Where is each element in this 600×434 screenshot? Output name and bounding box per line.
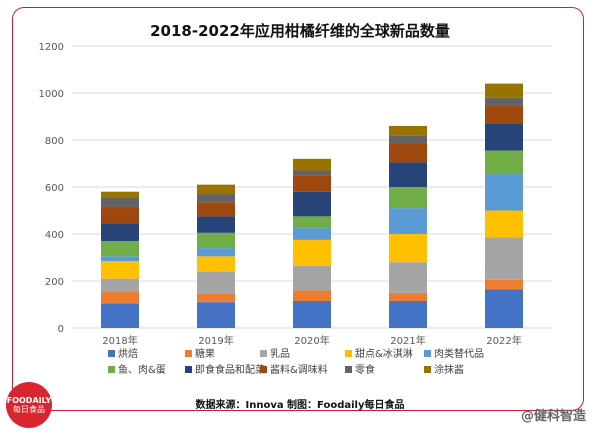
bar-segment: [197, 194, 235, 203]
bar-segment: [293, 191, 331, 217]
bar-segment: [389, 292, 427, 301]
legend-swatch: [108, 366, 115, 373]
data-source-note: 数据来源：Innova 制图：Foodaily每日食品: [195, 400, 405, 411]
x-tick-label: 2022年: [486, 334, 521, 347]
bar-segment: [101, 278, 139, 292]
legend-label: 酱料&调味料: [270, 363, 328, 376]
bar-segment: [293, 239, 331, 266]
legend-label: 肉类替代品: [434, 347, 484, 360]
bar-segment: [101, 241, 139, 257]
bar-segment: [101, 261, 139, 279]
bar-segment: [197, 202, 235, 217]
legend-label: 涂抹酱: [434, 363, 464, 376]
bar-segment: [389, 187, 427, 209]
foodaily-logo: FOODAILY 每日食品: [6, 382, 52, 428]
bar-segment: [293, 216, 331, 229]
x-tick-label: 2019年: [198, 334, 233, 347]
watermark-credit: @健科智造: [520, 409, 586, 424]
bar-segment: [101, 197, 139, 207]
bar-segment: [101, 206, 139, 224]
bar-segment: [293, 265, 331, 291]
bar-segment: [197, 293, 235, 303]
bar-segment: [197, 302, 235, 328]
bar-segment: [101, 291, 139, 304]
bar-segment: [485, 105, 523, 124]
bar-segment: [293, 228, 331, 240]
legend-swatch: [260, 366, 267, 373]
bar-segment: [389, 208, 427, 234]
bar-segment: [389, 300, 427, 328]
bar-segment: [389, 262, 427, 293]
bar-segment: [101, 191, 139, 198]
x-tick-label: 2021年: [390, 334, 425, 347]
x-tick-label: 2020年: [294, 334, 329, 347]
legend-label: 甜点&冰淇淋: [355, 347, 413, 360]
legend-label: 即食食品和配菜: [195, 363, 265, 376]
bar-segment: [293, 170, 331, 176]
legend-swatch: [185, 366, 192, 373]
bar-segment: [389, 135, 427, 144]
y-tick-label: 400: [45, 230, 64, 241]
bar-segment: [197, 216, 235, 233]
bar-segment: [389, 234, 427, 263]
y-tick-label: 800: [45, 136, 64, 147]
bar-segment: [485, 237, 523, 280]
y-tick-label: 1200: [39, 42, 64, 53]
legend-swatch: [108, 350, 115, 357]
bar-segment: [197, 248, 235, 257]
bar-segment: [197, 271, 235, 294]
bar-segment: [485, 150, 523, 175]
bar-segment: [389, 125, 427, 136]
bar-segment: [485, 210, 523, 238]
legend-swatch: [185, 350, 192, 357]
logo-text-cn: 每日食品: [13, 404, 45, 414]
bar-segment: [485, 174, 523, 211]
bar-segment: [485, 123, 523, 151]
bar-segment: [485, 279, 523, 290]
bar-segment: [293, 175, 331, 192]
y-tick-label: 600: [45, 183, 64, 194]
bar-segment: [389, 143, 427, 163]
bar-segment: [101, 223, 139, 242]
legend-swatch: [260, 350, 267, 357]
chart-title: 2018-2022年应用柑橘纤维的全球新品数量: [150, 22, 450, 40]
bar-segment: [101, 303, 139, 328]
bar-segment: [197, 232, 235, 249]
legend-swatch: [424, 366, 431, 373]
bar-segment: [293, 300, 331, 328]
legend-swatch: [345, 366, 352, 373]
bar-segment: [101, 256, 139, 262]
legend-label: 乳品: [270, 347, 290, 360]
bar-segment: [197, 184, 235, 195]
y-tick-label: 200: [45, 277, 64, 288]
y-tick-label: 0: [58, 324, 64, 335]
legend-swatch: [345, 350, 352, 357]
bar-segment: [293, 290, 331, 301]
y-tick-label: 1000: [39, 89, 64, 100]
legend-swatch: [424, 350, 431, 357]
legend-label: 鱼、肉&蛋: [118, 363, 166, 376]
logo-text-en: FOODAILY: [6, 395, 52, 405]
legend-label: 零食: [355, 363, 375, 376]
bar-segment: [197, 256, 235, 272]
bar-segment: [485, 289, 523, 328]
chart-frame: [12, 7, 584, 411]
x-tick-label: 2018年: [102, 334, 137, 347]
bar-segment: [485, 83, 523, 98]
legend-label: 糖果: [195, 347, 215, 360]
bar-segment: [389, 162, 427, 187]
bar-segment: [485, 97, 523, 106]
legend-label: 烘焙: [118, 347, 138, 360]
bar-segment: [293, 158, 331, 171]
